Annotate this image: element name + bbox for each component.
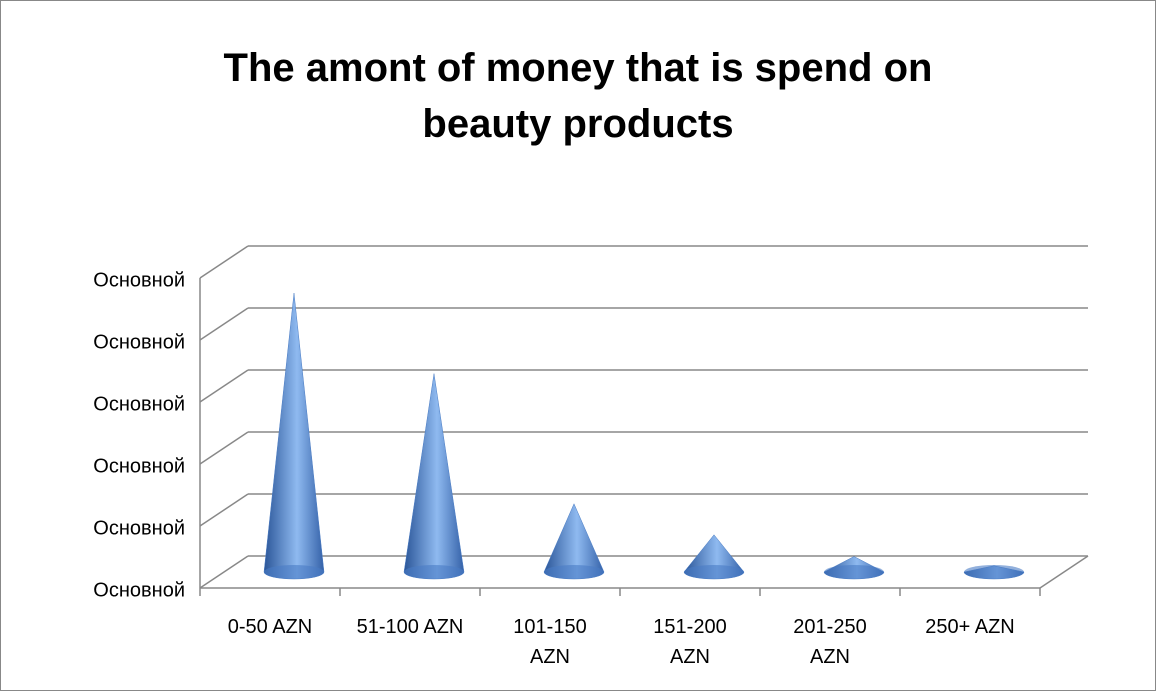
- grid-line-side: [199, 245, 249, 279]
- x-tick-label: 201-250 AZN: [793, 616, 867, 668]
- x-tick-label: 151-200 AZN: [653, 616, 727, 668]
- x-tick-label: 0-50 AZN: [227, 616, 313, 638]
- x-tick-label: 250+ AZN: [925, 616, 1015, 638]
- cone: [403, 373, 465, 580]
- y-tick-label: Основной: [93, 393, 185, 415]
- grid-line-side: [199, 369, 249, 403]
- y-tick-label: Основной: [93, 579, 185, 601]
- grid-line-side: [199, 493, 249, 527]
- cone-base: [684, 565, 744, 579]
- y-tick-label: Основной: [93, 517, 185, 539]
- x-tick-label: 101-150 AZN: [513, 616, 587, 668]
- cone-base: [824, 565, 884, 579]
- grid-line-side: [199, 307, 249, 341]
- y-tick-label: Основной: [93, 455, 185, 477]
- y-tick-label: Основной: [93, 331, 185, 353]
- cone: [263, 292, 325, 580]
- grid-line-side: [199, 431, 249, 465]
- grid-line-side: [199, 555, 249, 589]
- cone-base: [264, 565, 324, 579]
- floor-edge: [1039, 555, 1089, 589]
- x-tick-label: 51-100 AZN: [356, 616, 464, 638]
- chart-title: The amont of money that is spend on beau…: [223, 46, 933, 146]
- cone-base: [964, 565, 1024, 579]
- cone-base: [544, 565, 604, 579]
- cone-base: [404, 565, 464, 579]
- y-tick-label: Основной: [93, 269, 185, 291]
